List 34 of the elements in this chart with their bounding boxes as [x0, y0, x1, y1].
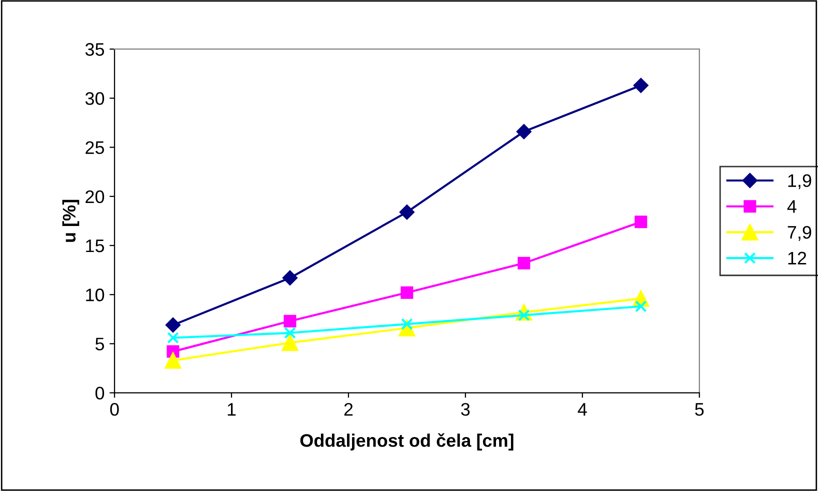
x-tick-label: 3: [461, 403, 470, 416]
point: [282, 334, 298, 352]
x-tick-label: 5: [695, 403, 704, 416]
point: [167, 332, 179, 344]
x-tick-label: 4: [578, 403, 587, 416]
y-tick-label: 0: [95, 386, 104, 400]
legend-label: 4: [787, 200, 796, 213]
x-tick-label: 2: [344, 403, 353, 416]
point: [634, 216, 648, 228]
y-tick-label: 20: [86, 190, 104, 204]
point: [282, 270, 298, 286]
legend-label: 12: [788, 252, 806, 264]
legend-label: 1,9: [788, 174, 812, 190]
y-tick-label: 5: [95, 338, 104, 350]
y-tick-label: 10: [86, 288, 104, 302]
point: [284, 326, 296, 339]
point: [284, 314, 296, 328]
y-tick-label: 25: [86, 141, 104, 154]
y-tick-label: 30: [85, 92, 104, 105]
point: [400, 286, 414, 299]
x-axis-title: Oddaljenost od čela [cm]: [300, 433, 514, 450]
point: [634, 300, 647, 312]
x-tick-label: 0: [110, 403, 119, 416]
x-tick-label: 1: [228, 403, 236, 416]
point: [518, 256, 530, 270]
y-tick-label: 35: [85, 43, 104, 56]
point: [164, 352, 182, 369]
point: [633, 78, 648, 94]
legend-label: 7,9: [788, 226, 812, 241]
point: [516, 124, 532, 140]
point: [399, 204, 415, 220]
y-tick-label: 15: [86, 240, 104, 252]
y-axis-title: u [%]: [62, 200, 80, 242]
point: [165, 317, 181, 333]
